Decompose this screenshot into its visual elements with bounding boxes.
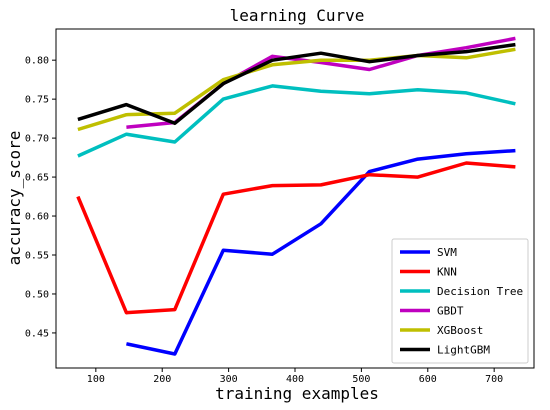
x-tick-label: 700 — [485, 374, 503, 385]
legend-label-svm: SVM — [437, 246, 457, 259]
y-tick-label: 0.65 — [25, 173, 49, 184]
x-tick-label: 600 — [419, 374, 437, 385]
x-axis-label: training examples — [215, 384, 379, 403]
legend-label-knn: KNN — [437, 266, 457, 279]
series-line-knn — [76, 161, 516, 315]
series-line-svm — [126, 148, 516, 356]
y-axis: 0.45 0.50 0.55 0.60 0.65 0.70 0.75 0.80 — [25, 56, 56, 339]
x-tick-label: 100 — [87, 374, 105, 385]
legend-label-xgboost: XGBoost — [437, 324, 483, 337]
y-tick-label: 0.80 — [25, 56, 49, 67]
y-tick-label: 0.70 — [25, 134, 49, 145]
x-tick-label: 500 — [352, 374, 370, 385]
x-tick-label: 300 — [220, 374, 238, 385]
chart-title: learning Curve — [230, 6, 365, 25]
legend-label-gbdt: GBDT — [437, 305, 464, 318]
x-tick-label: 200 — [153, 374, 171, 385]
y-tick-label: 0.55 — [25, 251, 49, 262]
y-axis-label: accuracy_score — [5, 131, 24, 266]
x-tick-label: 400 — [286, 374, 304, 385]
series-line-decision-tree — [77, 84, 516, 158]
legend-label-lightgbm: LightGBM — [437, 344, 490, 357]
series-line-lightgbm — [77, 42, 516, 126]
y-tick-label: 0.45 — [25, 328, 49, 339]
x-axis: 100 200 300 400 500 600 700 — [87, 368, 503, 385]
legend-label-decision-tree: Decision Tree — [437, 285, 523, 298]
series-lines — [76, 36, 516, 356]
y-tick-label: 0.75 — [25, 95, 49, 106]
y-tick-label: 0.60 — [25, 212, 49, 223]
y-tick-label: 0.50 — [25, 289, 49, 300]
legend: SVM KNN Decision Tree GBDT XGBoost LightGBM — [391, 238, 529, 364]
